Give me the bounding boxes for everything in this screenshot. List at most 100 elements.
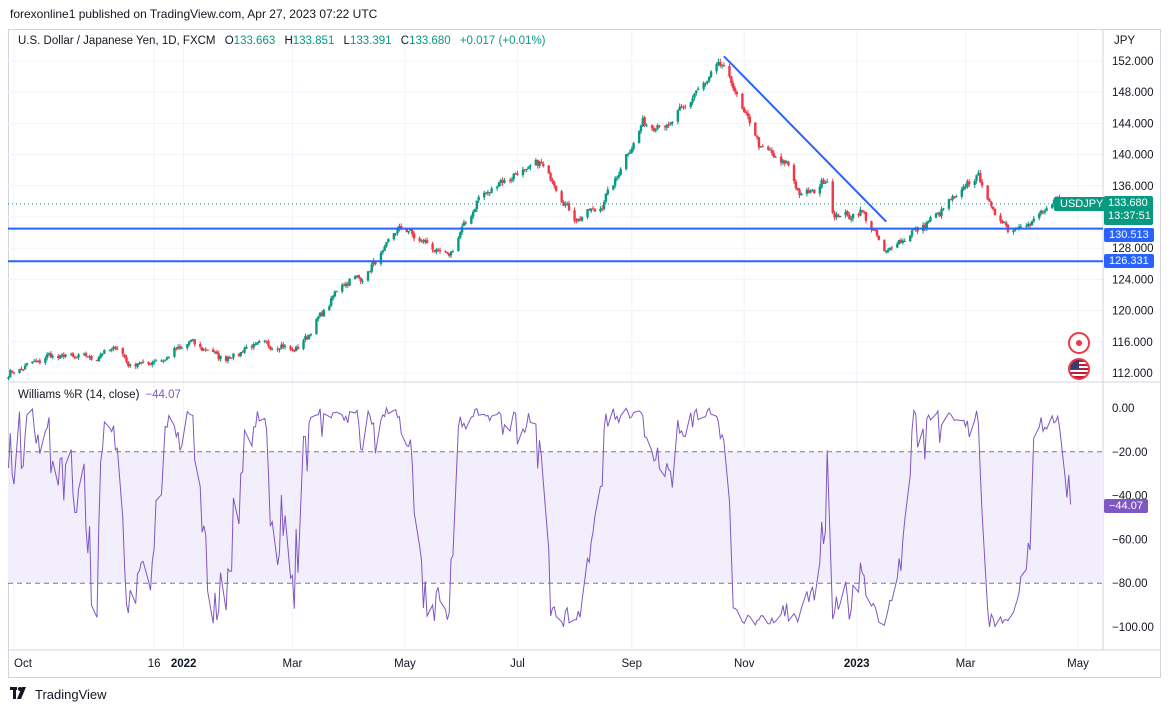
candle-up: [1038, 213, 1041, 219]
candle-up: [164, 359, 167, 361]
candle-up: [529, 165, 532, 168]
candle-up: [186, 344, 189, 349]
candle-down: [601, 208, 604, 210]
candle-down: [837, 214, 840, 218]
candle-up: [254, 344, 257, 346]
candle-up: [112, 346, 115, 349]
candle-down: [147, 361, 150, 365]
tradingview-brand[interactable]: TradingView: [10, 687, 107, 702]
candle-down: [215, 351, 219, 354]
candle-up: [599, 208, 602, 212]
candle-down: [567, 203, 571, 211]
candle-down: [873, 230, 877, 232]
williams-band: [8, 451, 1103, 584]
candle-up: [252, 344, 255, 348]
candle-up: [370, 264, 373, 272]
candle-down: [588, 209, 591, 211]
candle-down: [731, 83, 735, 89]
price-tick-label: 128.000: [1112, 243, 1154, 255]
candle-down: [282, 344, 285, 348]
candle-down: [848, 214, 851, 220]
candle-up: [940, 209, 943, 216]
candle-up: [381, 250, 385, 253]
candle-down: [241, 351, 244, 353]
candle-up: [136, 363, 139, 367]
candle-down: [62, 354, 65, 357]
candle-down: [204, 349, 207, 351]
price-tick-label: 112.000: [1112, 368, 1153, 380]
candle-down: [757, 137, 761, 148]
candle-down: [953, 196, 956, 198]
candle-down: [412, 233, 416, 239]
candle-up: [586, 209, 589, 218]
price-tick-label: 148.000: [1112, 87, 1154, 99]
candle-up: [525, 168, 528, 170]
candle-up: [329, 298, 333, 306]
candle-down: [90, 356, 93, 360]
currency-label: JPY: [1114, 35, 1136, 47]
candle-up: [800, 193, 803, 196]
candle-down: [949, 199, 952, 201]
candle-up: [278, 349, 281, 351]
high-value: 133.851: [292, 35, 335, 47]
candle-down: [831, 181, 834, 213]
candle-up: [138, 362, 141, 364]
candle-down: [523, 169, 526, 171]
level-tag-1: 130.513: [1104, 228, 1154, 242]
price-tick-label: 136.000: [1112, 181, 1154, 193]
target-icon[interactable]: [1068, 332, 1090, 354]
candle-up: [654, 129, 657, 132]
candle-down: [988, 199, 991, 202]
time-tick-label: Jul: [510, 658, 525, 670]
candle-up: [669, 123, 672, 125]
level-tag-2: 126.331: [1104, 254, 1154, 268]
candle-down: [269, 346, 272, 350]
candle-up: [33, 360, 36, 362]
candle-up: [44, 358, 47, 363]
candle-up: [318, 312, 322, 317]
candle-down: [993, 209, 997, 216]
close-label: C: [400, 35, 410, 47]
candle-up: [302, 340, 305, 349]
candle-down: [86, 356, 89, 358]
candle-up: [239, 352, 243, 356]
candle-down: [743, 108, 746, 113]
candle-down: [542, 163, 545, 167]
candle-up: [315, 319, 318, 335]
candle-up: [383, 246, 386, 251]
candle-up: [564, 204, 567, 206]
candle-up: [82, 353, 86, 355]
candle-up: [897, 240, 901, 245]
time-tick-label: Mar: [956, 658, 976, 670]
candle-up: [704, 82, 707, 84]
candle-down: [890, 247, 893, 249]
trendline[interactable]: [723, 55, 887, 223]
candle-up: [759, 146, 763, 148]
candle-down: [719, 61, 722, 66]
candle-up: [1019, 226, 1023, 228]
indicator-value-tag: −44.07: [1104, 499, 1148, 513]
candle-up: [512, 173, 515, 180]
candle-down: [276, 348, 279, 350]
candle-up: [372, 260, 375, 265]
candle-up: [717, 61, 720, 65]
candle-up: [702, 83, 705, 90]
us-flag-icon[interactable]: [1068, 358, 1090, 380]
candle-up: [213, 351, 217, 353]
candle-up: [202, 349, 206, 351]
price-tick-label: 152.000: [1112, 56, 1154, 68]
candle-down: [501, 179, 504, 183]
candle-down: [422, 240, 425, 243]
candle-down: [999, 215, 1002, 222]
candle-down: [680, 106, 683, 108]
candle-up: [896, 243, 899, 248]
candle-up: [424, 239, 427, 243]
candle-down: [193, 339, 196, 345]
candle-down: [1028, 224, 1032, 226]
candle-up: [925, 222, 928, 229]
candle-up: [451, 251, 455, 253]
candle-up: [510, 179, 514, 181]
candle-down: [224, 356, 228, 361]
candle-down: [95, 359, 99, 361]
